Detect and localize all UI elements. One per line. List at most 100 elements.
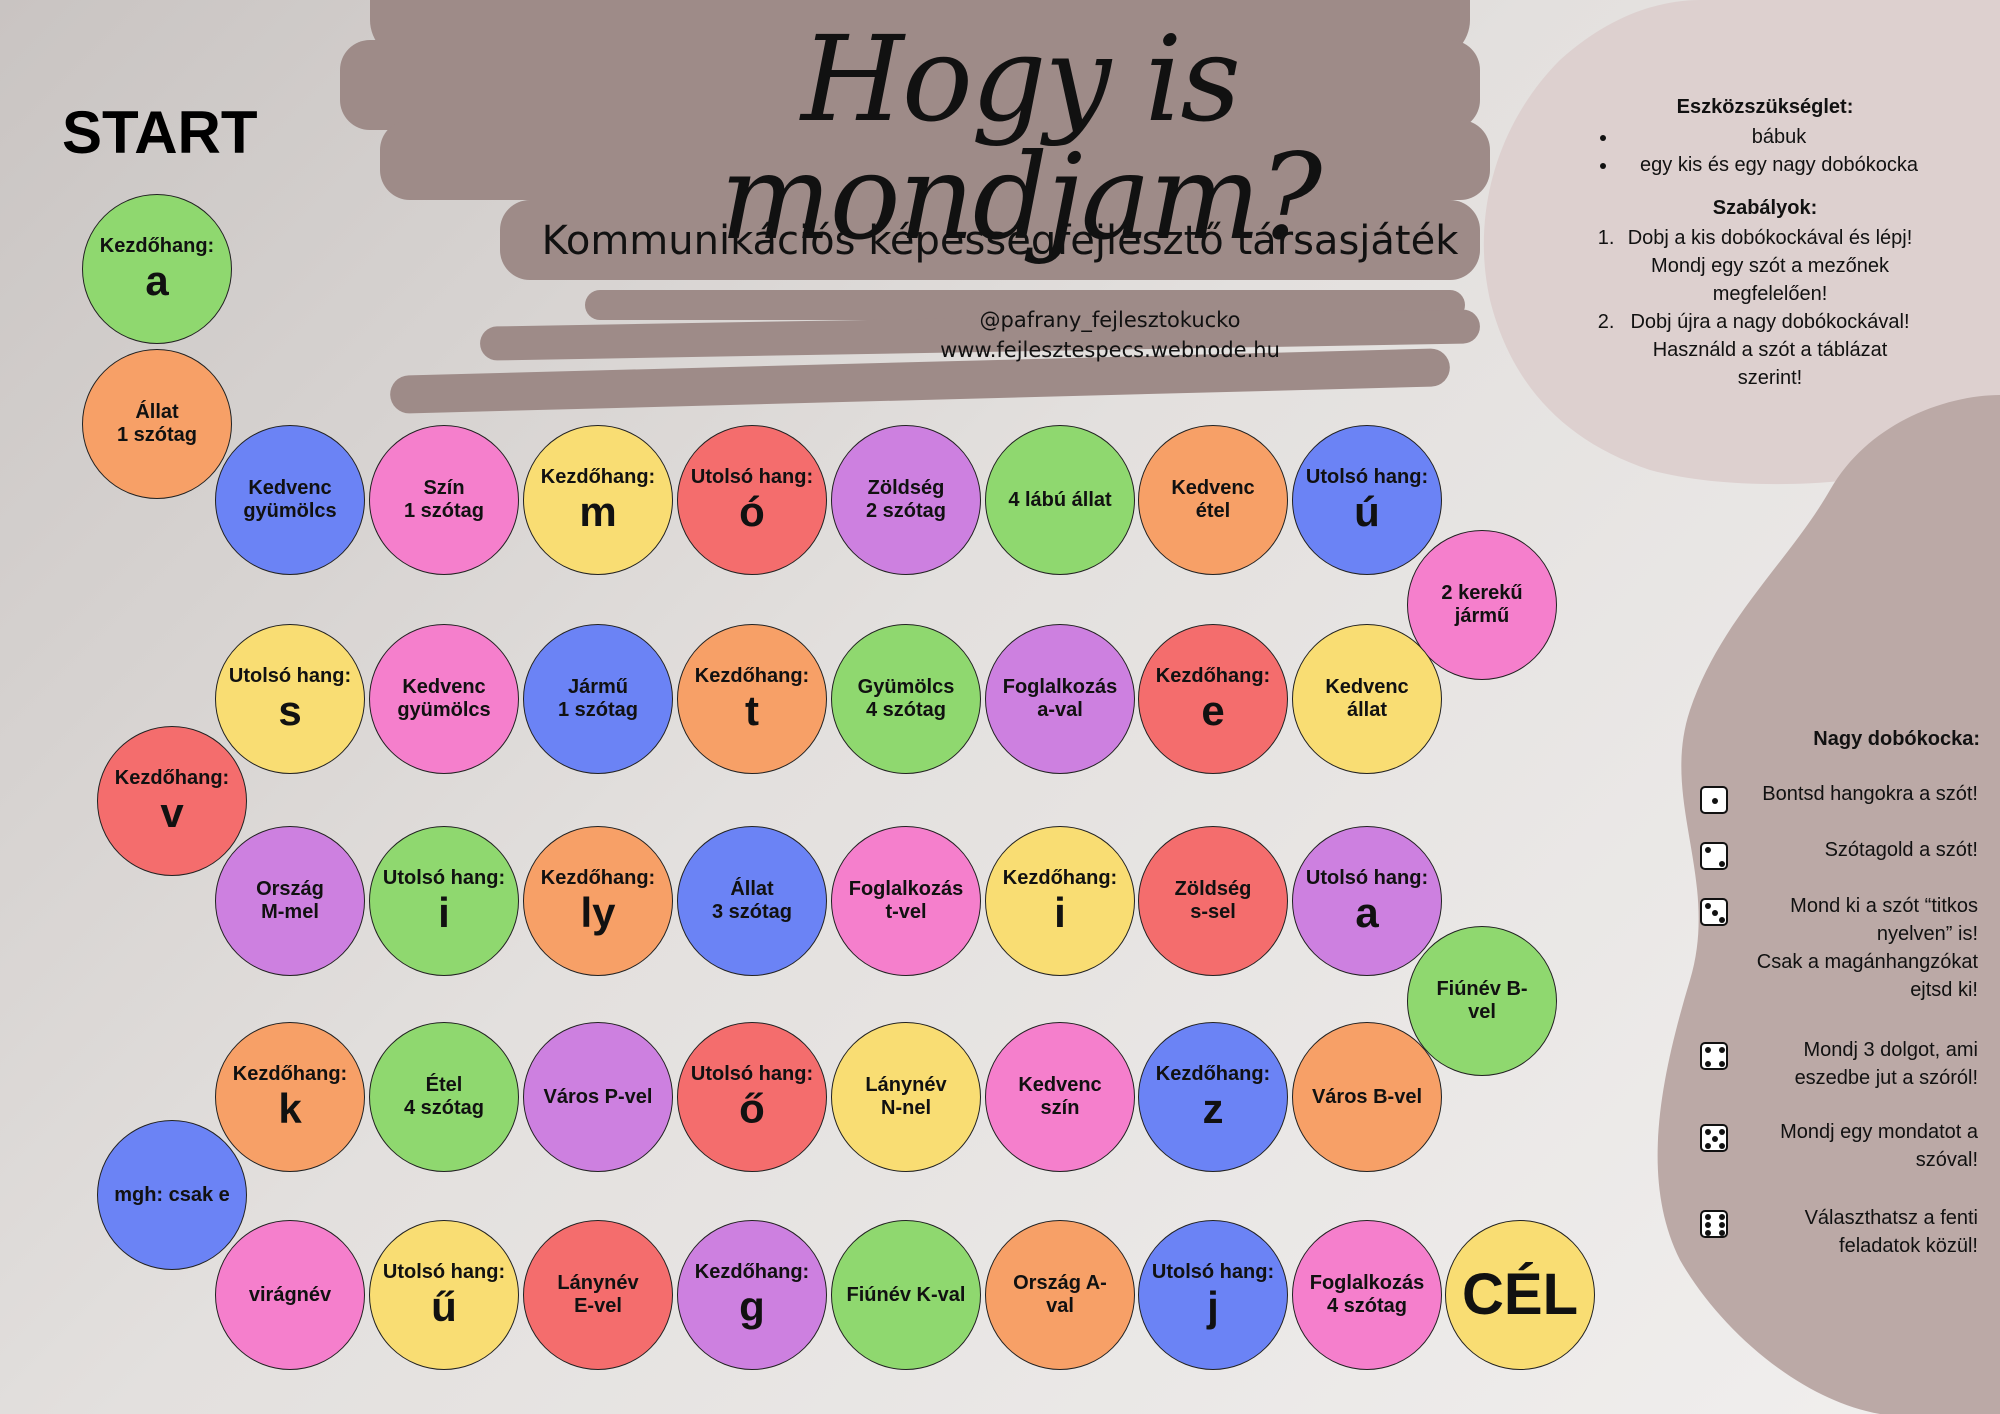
space-letter: z bbox=[1202, 1084, 1224, 1132]
website-link: www.fejlesztespecs.webnode.hu bbox=[940, 338, 1280, 362]
board-space: Kezdőhang: e bbox=[1138, 624, 1288, 774]
space-label: Foglalkozás bbox=[1309, 1272, 1425, 1294]
board-space: Kedvenc állat bbox=[1292, 624, 1442, 774]
board-space: virágnév bbox=[215, 1220, 365, 1370]
goal-space: CÉL bbox=[1445, 1220, 1595, 1370]
space-label: Kedvenc bbox=[402, 676, 486, 698]
space-label: 4 szótag bbox=[865, 699, 947, 721]
space-label: M-mel bbox=[261, 901, 319, 923]
die-rule-text: Mond ki a szót “titkos nyelven” is! Csak a… bbox=[1756, 895, 1978, 1001]
die-rule-row: Mondj 3 dolgot, ami eszedbe jut a szóról! bbox=[1700, 1036, 1978, 1092]
space-label: Utolsó hang: bbox=[1151, 1260, 1275, 1283]
die-rule-text: Bontsd hangokra a szót! bbox=[1762, 783, 1978, 805]
game-title: Hogy is mondjam? bbox=[719, 10, 1323, 266]
space-label: 1 szótag bbox=[403, 500, 485, 522]
rules-heading: Szabályok: bbox=[1712, 197, 1818, 219]
die-face-3-icon bbox=[1700, 898, 1728, 926]
space-label: Lánynév bbox=[865, 1074, 947, 1096]
rule-item: Dobj újra a nagy dobókockával! Használd … bbox=[1620, 308, 1920, 392]
board-space: mgh: csak e bbox=[97, 1120, 247, 1270]
board-space: Utolsó hang: ó bbox=[677, 425, 827, 575]
die-rule-text: Mondj 3 dolgot, ami eszedbe jut a szóról! bbox=[1794, 1039, 1978, 1089]
die-rule-row: Választhatsz a fenti feladatok közül! bbox=[1700, 1204, 1978, 1260]
space-label: Kedvenc bbox=[248, 477, 332, 499]
die-rule-text: Szótagold a szót! bbox=[1824, 839, 1978, 861]
instagram-handle: @pafrany_fejlesztokucko bbox=[979, 308, 1241, 332]
title-brush-stroke bbox=[500, 200, 1480, 280]
space-label: virágnév bbox=[248, 1283, 332, 1306]
space-label: állat bbox=[1346, 699, 1388, 721]
equipment-item: bábuk bbox=[1618, 123, 1940, 151]
board-space: Kedvenc étel bbox=[1138, 425, 1288, 575]
equipment-list: bábuk egy kis és egy nagy dobókocka bbox=[1590, 123, 1940, 179]
space-label: 4 szótag bbox=[1326, 1295, 1408, 1317]
board-space: Jármű 1 szótag bbox=[523, 624, 673, 774]
space-letter: s bbox=[278, 686, 302, 734]
board-space: Kedvenc szín bbox=[985, 1022, 1135, 1172]
space-letter: ő bbox=[739, 1084, 765, 1132]
space-label: 1 szótag bbox=[557, 699, 639, 721]
space-letter: ly bbox=[580, 888, 616, 936]
board-space: Kezdőhang: k bbox=[215, 1022, 365, 1172]
equipment-item: egy kis és egy nagy dobókocka bbox=[1618, 151, 1940, 179]
space-label: Kedvenc bbox=[1018, 1074, 1102, 1096]
board-space: Utolsó hang: i bbox=[369, 826, 519, 976]
board-space: Zöldség 2 szótag bbox=[831, 425, 981, 575]
space-letter: a bbox=[1355, 888, 1379, 936]
board-space: Város B-vel bbox=[1292, 1022, 1442, 1172]
board-space: Étel 4 szótag bbox=[369, 1022, 519, 1172]
space-letter: g bbox=[739, 1282, 765, 1330]
space-label: Étel bbox=[425, 1074, 463, 1096]
space-label: Ország A- bbox=[1013, 1272, 1107, 1294]
space-label: Utolsó hang: bbox=[690, 1062, 814, 1085]
board-space: Zöldség s-sel bbox=[1138, 826, 1288, 976]
space-label: Állat bbox=[135, 401, 179, 423]
space-label: Kedvenc bbox=[1325, 676, 1409, 698]
die-face-5-icon bbox=[1700, 1124, 1728, 1152]
space-label: Utolsó hang: bbox=[690, 465, 814, 488]
space-letter: ó bbox=[739, 487, 765, 535]
space-letter: a bbox=[145, 256, 169, 304]
board-space: Kezdőhang: v bbox=[97, 726, 247, 876]
rules-blob bbox=[1483, 0, 2000, 485]
space-label: a-val bbox=[1037, 699, 1083, 721]
board-space: Kezdőhang: z bbox=[1138, 1022, 1288, 1172]
space-label: s-sel bbox=[1190, 901, 1236, 923]
board-space: Utolsó hang: a bbox=[1292, 826, 1442, 976]
space-label: 2 kerekű bbox=[1441, 582, 1523, 604]
goal-label: CÉL bbox=[1462, 1262, 1578, 1327]
space-label: Utolsó hang: bbox=[382, 866, 506, 889]
space-label: mgh: csak e bbox=[114, 1183, 230, 1206]
space-label: Foglalkozás bbox=[848, 878, 964, 900]
space-letter: i bbox=[1054, 888, 1066, 936]
board-space: 2 kerekű jármű bbox=[1407, 530, 1557, 680]
space-label: Gyümölcs bbox=[857, 676, 955, 698]
big-die-heading: Nagy dobókocka: bbox=[1813, 728, 1980, 750]
board-space: Ország M-mel bbox=[215, 826, 365, 976]
board-space: Kezdőhang: i bbox=[985, 826, 1135, 976]
space-label: 3 szótag bbox=[711, 901, 793, 923]
space-label: Jármű bbox=[567, 676, 629, 698]
board-space: Kezdőhang: t bbox=[677, 624, 827, 774]
die-rule-row: Mond ki a szót “titkos nyelven” is! Csak a… bbox=[1700, 892, 1978, 1004]
board-space: Város P-vel bbox=[523, 1022, 673, 1172]
board-space: Utolsó hang: ú bbox=[1292, 425, 1442, 575]
space-label: val bbox=[1046, 1295, 1074, 1317]
rule-item: Dobj a kis dobókockával és lépj! Mondj e… bbox=[1620, 224, 1920, 308]
die-rule-row: Bontsd hangokra a szót! bbox=[1700, 780, 1978, 814]
space-label: E-vel bbox=[574, 1295, 622, 1317]
space-label: Kezdőhang: bbox=[99, 234, 215, 257]
die-rule-text: Választhatsz a fenti feladatok közül! bbox=[1804, 1207, 1978, 1257]
board-space: Utolsó hang: ő bbox=[677, 1022, 827, 1172]
die-rule-row: Szótagold a szót! bbox=[1700, 836, 1978, 870]
space-label: 4 lábú állat bbox=[1008, 488, 1112, 511]
space-label: Kezdőhang: bbox=[1002, 866, 1118, 889]
space-label: gyümölcs bbox=[243, 500, 337, 522]
space-letter: ú bbox=[1354, 487, 1380, 535]
space-label: Szín bbox=[423, 477, 465, 499]
board-space: Lánynév E-vel bbox=[523, 1220, 673, 1370]
board-space: Lánynév N-nel bbox=[831, 1022, 981, 1172]
space-letter: v bbox=[160, 788, 184, 836]
space-label: Foglalkozás bbox=[1002, 676, 1118, 698]
